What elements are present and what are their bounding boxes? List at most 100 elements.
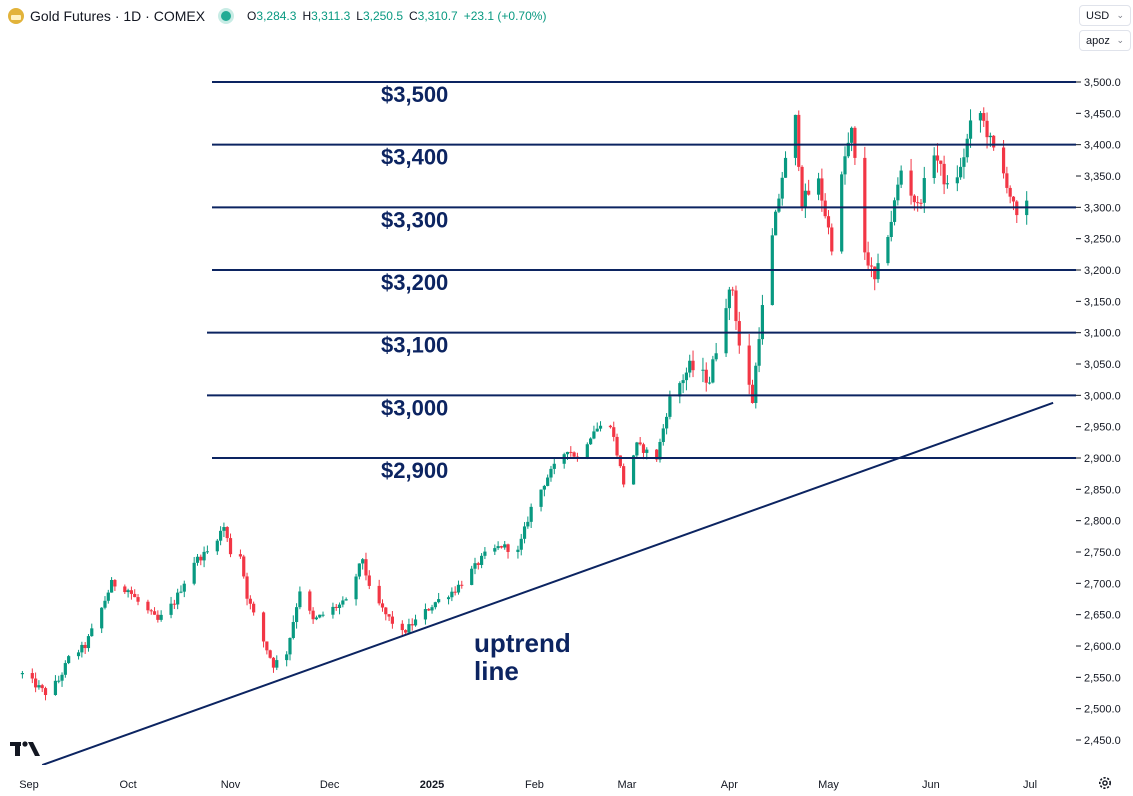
candle-body (311, 610, 315, 620)
gold-coin-icon (8, 8, 24, 24)
candle-body (595, 428, 599, 432)
candle-body (430, 607, 434, 611)
candle-body (268, 650, 272, 658)
candle-body (404, 630, 408, 633)
price-tick-label: 2,850.0 (1084, 484, 1121, 496)
candle-body (476, 563, 480, 565)
candle-body (248, 598, 252, 604)
candle-body (252, 603, 256, 613)
candle-body (734, 290, 738, 322)
price-tick-label: 2,450.0 (1084, 735, 1121, 747)
candle-body (156, 614, 160, 620)
candle-body (968, 120, 973, 139)
price-tick-label: 3,100.0 (1084, 328, 1121, 340)
level-label: $3,200 (381, 270, 448, 295)
price-tick-label: 3,250.0 (1084, 234, 1121, 246)
candle-body (803, 190, 807, 207)
candle-body (873, 266, 877, 280)
candle-body (688, 360, 692, 373)
candle-body (129, 590, 134, 594)
time-tick-label: May (818, 779, 839, 791)
price-tick-label: 3,000.0 (1084, 390, 1121, 402)
candle-body (912, 195, 916, 203)
price-tick-label: 2,800.0 (1084, 516, 1121, 528)
candle-body (962, 157, 966, 167)
candle-body (499, 546, 504, 548)
candle-body (774, 211, 778, 236)
price-tick-label: 2,500.0 (1084, 704, 1121, 716)
candle-body (608, 425, 613, 428)
price-tick-label: 2,600.0 (1084, 641, 1121, 653)
candle-body (916, 202, 920, 204)
candle-body (655, 449, 659, 460)
tradingview-logo-icon[interactable] (10, 740, 42, 763)
unit-selector[interactable]: apoz ⌄ (1079, 30, 1131, 51)
candle-body (714, 353, 718, 360)
candle-body (453, 591, 457, 593)
candle-body (238, 554, 243, 557)
candle-body (493, 548, 497, 552)
candle-body (754, 365, 758, 403)
candle-body (60, 674, 64, 681)
candle-body (222, 527, 226, 531)
price-tick-label: 3,400.0 (1084, 140, 1121, 152)
candle-body (387, 614, 391, 617)
candle-body (724, 308, 728, 354)
candle-body (704, 369, 708, 383)
candle-body (638, 442, 642, 445)
currency-selector[interactable]: USD ⌄ (1079, 5, 1131, 26)
price-axis[interactable] (1076, 0, 1133, 792)
candle-body (354, 576, 358, 600)
candle-body (288, 638, 292, 655)
close-value: 3,310.7 (417, 9, 458, 23)
candle-body (390, 616, 394, 624)
candle-body (892, 200, 897, 222)
candle-body (294, 607, 299, 623)
uptrend-label: line (474, 656, 519, 686)
candle-body (777, 198, 781, 212)
candle-body (707, 382, 712, 384)
candle-body (539, 489, 543, 507)
candle-body (367, 575, 371, 586)
candle-body (866, 252, 870, 266)
candle-body (318, 614, 322, 618)
candle-body (516, 549, 520, 552)
candle-body (423, 609, 428, 620)
candle-body (658, 442, 662, 460)
time-axis[interactable] (0, 765, 1076, 792)
candle-body (225, 527, 229, 539)
candle-body (592, 431, 596, 439)
candle-body (298, 591, 302, 608)
candle-body (503, 544, 507, 548)
candle-body (400, 623, 404, 631)
candle-body (549, 468, 553, 478)
open-label: O (247, 9, 257, 23)
candle-body (598, 425, 603, 429)
candle-body (83, 644, 87, 649)
candle-body (215, 540, 219, 552)
candle-body (361, 559, 365, 564)
price-tick-label: 3,450.0 (1084, 108, 1121, 120)
candle-body (678, 383, 682, 397)
candle-body (542, 485, 546, 490)
uptrend-line[interactable] (41, 401, 1054, 767)
price-tick-label: 2,750.0 (1084, 547, 1121, 559)
candle-body (830, 227, 834, 252)
candle-body (569, 451, 573, 453)
candle-body (727, 289, 731, 309)
candle-body (631, 455, 636, 485)
gear-icon[interactable] (1097, 775, 1113, 796)
candle-body (988, 135, 992, 138)
candle-body (585, 444, 589, 458)
candle-body (1005, 173, 1009, 188)
price-tick-label: 2,700.0 (1084, 578, 1121, 590)
candle-body (919, 202, 923, 204)
candle-body (30, 673, 34, 679)
symbol-title[interactable]: Gold Futures · 1D · COMEX (30, 8, 206, 24)
candle-body (982, 113, 986, 121)
low-label: L (356, 9, 363, 23)
price-tick-label: 3,050.0 (1084, 359, 1121, 371)
candle-body (331, 606, 335, 615)
